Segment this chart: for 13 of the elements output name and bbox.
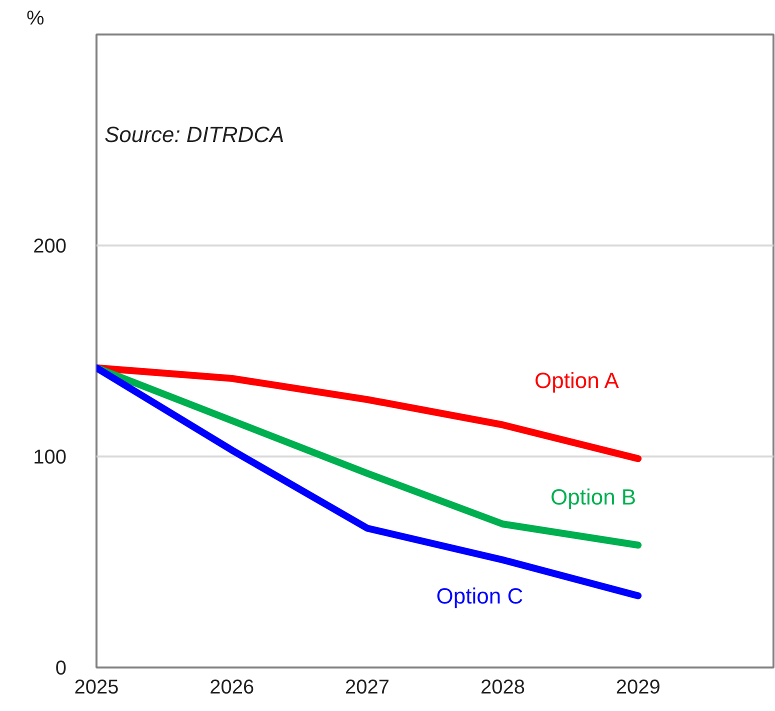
y-tick-label: 100	[33, 446, 67, 468]
annotation: Source: DITRDCA	[104, 122, 284, 147]
x-tick-label: 2026	[210, 676, 254, 698]
x-tick-label: 2028	[480, 676, 525, 698]
series-label: Option C	[436, 583, 524, 608]
y-tick-label: 200	[33, 236, 67, 258]
series-label: Option A	[534, 368, 620, 394]
y-tick-label: 0	[55, 658, 66, 680]
series-label: Option B	[550, 484, 636, 510]
x-tick-label: 2025	[74, 676, 119, 698]
x-tick-label: 2027	[345, 676, 390, 698]
x-tick-label: 2029	[616, 676, 660, 698]
y-axis-title: %	[26, 8, 44, 30]
